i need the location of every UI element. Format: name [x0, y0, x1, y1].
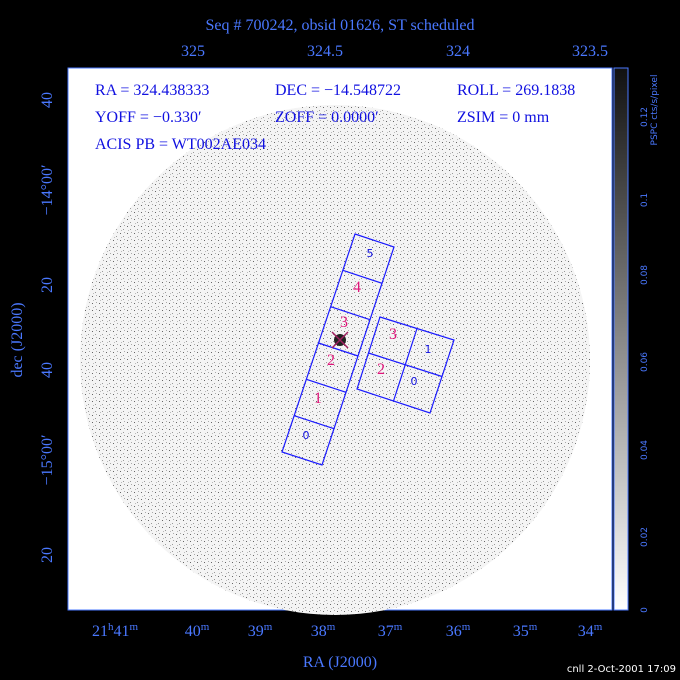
annotation: ACIS PB = WT002AE034	[95, 136, 266, 153]
annotation: RA = 324.438333	[95, 82, 209, 99]
top-tick-label: 323.5	[572, 43, 608, 60]
colorbar-label: 0.1	[640, 193, 650, 207]
x-tick-label-part: 40	[185, 623, 201, 640]
top-tick-label: 325	[181, 43, 205, 60]
chip-label: 3	[340, 314, 348, 331]
x-tick-label-part: m	[201, 621, 210, 633]
x-tick-label-part: 39	[248, 623, 264, 640]
x-tick-label: 21h41m	[92, 621, 139, 640]
x-tick-label-part: m	[462, 621, 471, 633]
colorbar-label: 0.12	[640, 107, 650, 127]
top-tick-label: 324	[446, 43, 470, 60]
footer: cnll 2-Oct-2001 17:09	[567, 664, 676, 675]
y-tick-label: −15°00′	[39, 435, 56, 486]
chip-label: 0	[411, 375, 418, 388]
x-tick-label-part: 37	[378, 623, 394, 640]
y-axis-title: dec (J2000)	[9, 302, 26, 377]
x-tick-label-part: h	[108, 621, 114, 633]
x-tick-label-part: 34	[578, 623, 594, 640]
colorbar-label: 0.04	[640, 440, 650, 460]
x-tick-label-part: 36	[446, 623, 462, 640]
x-tick-label-part: m	[394, 621, 403, 633]
source	[331, 331, 349, 349]
x-tick-label: 39m	[248, 621, 273, 640]
chip-label: 1	[425, 343, 432, 356]
chip-label: 5	[367, 247, 374, 260]
annotation: ZSIM = 0 mm	[457, 109, 550, 126]
colorbar	[613, 67, 629, 611]
colorbar-label: 0.02	[640, 527, 650, 547]
sky-noise	[80, 105, 590, 615]
chip-label: 3	[389, 326, 397, 343]
x-tick-label: 36m	[446, 621, 471, 640]
chip-label: 1	[314, 390, 322, 407]
x-tick-label-part: 21	[92, 623, 108, 640]
x-tick-label: 37m	[378, 621, 403, 640]
chip-label: 0	[303, 429, 310, 442]
x-tick-label-part: m	[264, 621, 273, 633]
chip-outlines	[281, 233, 455, 466]
x-tick-label-part: m	[129, 621, 138, 633]
chip-label: 2	[377, 361, 385, 378]
chip-label: 4	[353, 279, 361, 296]
colorbar-title: PSPC cts/s/pixel	[650, 75, 660, 146]
y-tick-label: 20	[39, 277, 56, 293]
chip-label: 2	[327, 352, 335, 369]
x-tick-label: 35m	[513, 621, 538, 640]
annotation: DEC = −14.548722	[275, 82, 401, 99]
colorbar-label: 0	[640, 607, 650, 613]
y-tick-label: −14°00′	[39, 165, 56, 216]
colorbar-label: 0.06	[640, 352, 650, 372]
x-tick-label-part: 35	[513, 623, 529, 640]
y-tick-label: 20	[39, 547, 56, 563]
y-tick-label: 40	[39, 362, 56, 378]
x-tick-label-part: 38	[311, 623, 327, 640]
colorbar-label: 0.08	[640, 265, 650, 285]
x-tick-label: 40m	[185, 621, 210, 640]
x-tick-label-part: 41	[113, 623, 129, 640]
annotation: ROLL = 269.1838	[457, 82, 575, 99]
top-tick-label: 324.5	[307, 43, 343, 60]
annotation: YOFF = −0.330′	[95, 109, 201, 126]
annotation: ZOFF = 0.0000′	[275, 109, 379, 126]
title: Seq # 700242, obsid 01626, ST scheduled	[205, 17, 474, 34]
x-tick-label: 38m	[311, 621, 336, 640]
x-tick-label-part: m	[327, 621, 336, 633]
x-tick-label-part: m	[529, 621, 538, 633]
y-tick-label: 40	[39, 92, 56, 108]
x-tick-label: 34m	[578, 621, 603, 640]
x-tick-label-part: m	[594, 621, 603, 633]
x-axis-title: RA (J2000)	[303, 654, 377, 671]
